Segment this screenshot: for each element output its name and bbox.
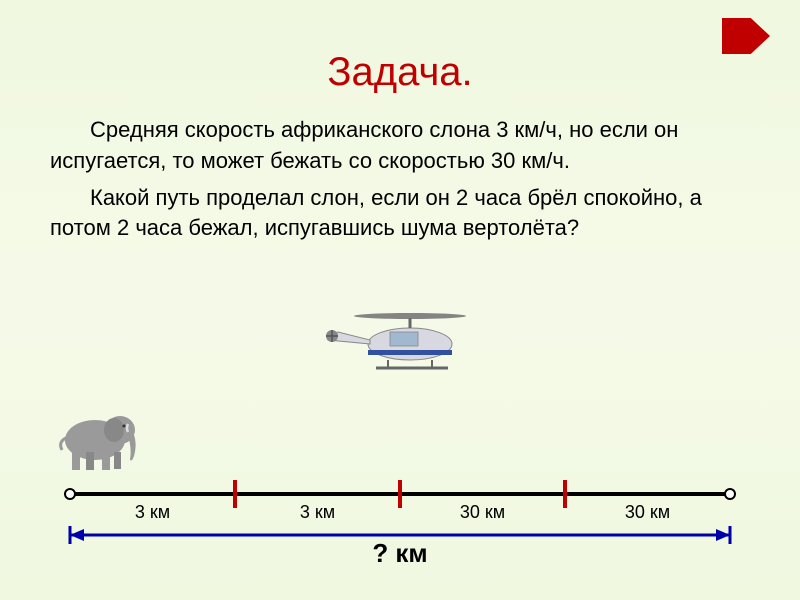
svg-text:30 км: 30 км	[625, 502, 670, 522]
svg-text:3 км: 3 км	[300, 502, 335, 522]
svg-text:? км: ? км	[372, 538, 427, 568]
problem-paragraph: Какой путь проделал слон, если он 2 часа…	[50, 183, 750, 245]
svg-text:3 км: 3 км	[135, 502, 170, 522]
problem-paragraph: Средняя скорость африканского слона 3 км…	[50, 115, 750, 177]
number-line-diagram: 3 км 3 км 30 км 30 км ? км	[60, 480, 740, 570]
svg-text:30 км: 30 км	[460, 502, 505, 522]
helicopter-illustration	[320, 300, 480, 375]
elephant-illustration	[40, 400, 140, 475]
slide-title: Задача.	[0, 50, 800, 95]
problem-text: Средняя скорость африканского слона 3 км…	[50, 115, 750, 250]
